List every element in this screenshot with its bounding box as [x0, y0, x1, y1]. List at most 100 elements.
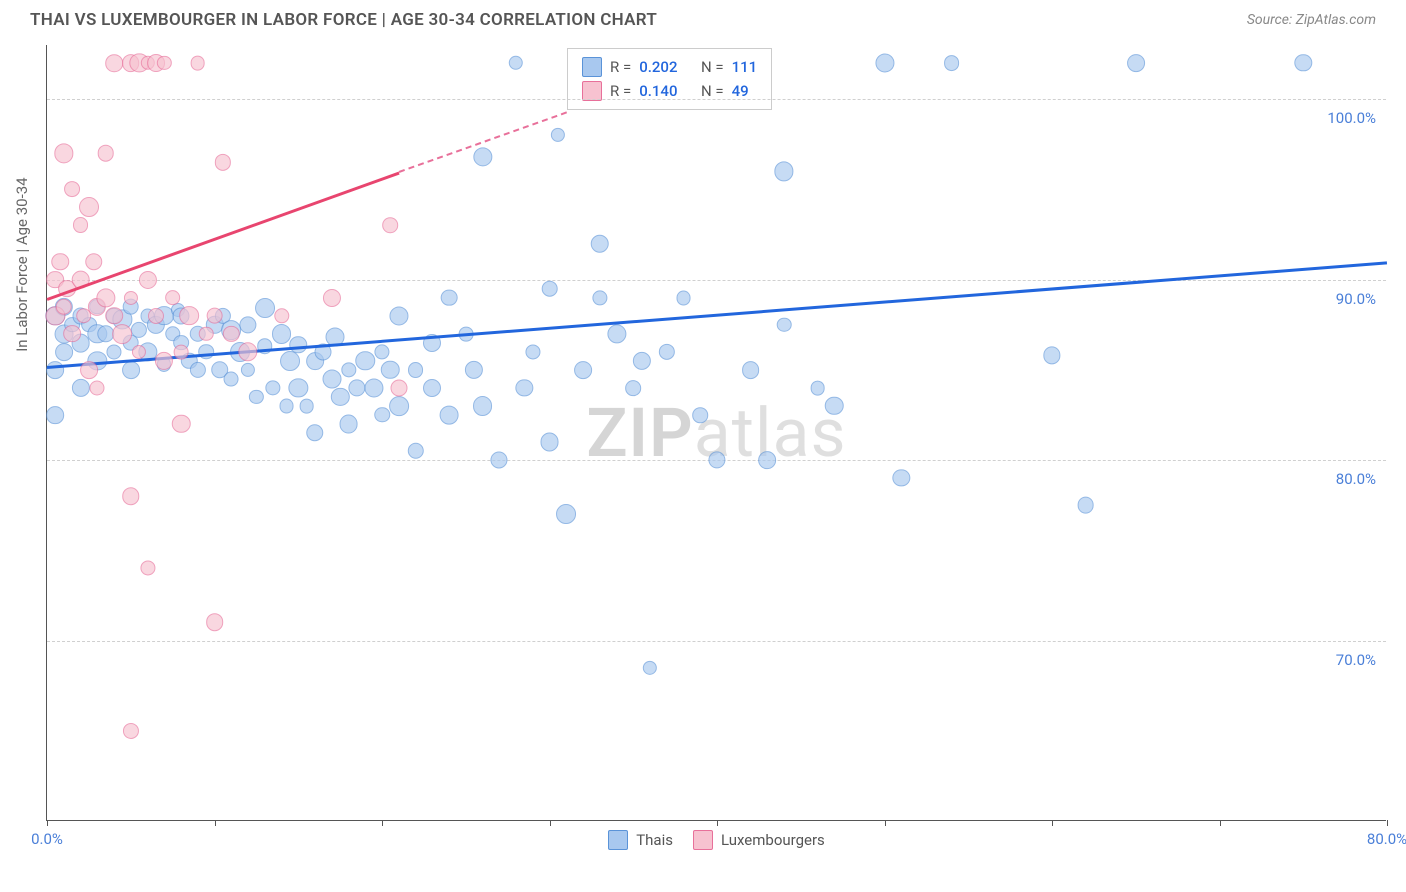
data-point — [289, 378, 308, 397]
data-point — [215, 154, 231, 170]
chart-header: THAI VS LUXEMBOURGER IN LABOR FORCE | AG… — [0, 0, 1406, 36]
data-point — [509, 56, 523, 70]
n-label: N = — [701, 58, 724, 76]
data-point — [777, 317, 792, 332]
data-point — [106, 344, 121, 359]
data-point — [374, 407, 390, 423]
data-point — [516, 379, 533, 396]
data-point — [341, 362, 356, 377]
data-point — [893, 469, 910, 486]
data-point — [491, 452, 508, 469]
gridline — [47, 99, 1386, 100]
legend-swatch — [608, 830, 628, 850]
gridline — [47, 641, 1386, 642]
xtick-label: 0.0% — [31, 830, 63, 848]
data-point — [389, 396, 409, 416]
r-value: 0.140 — [639, 82, 677, 100]
data-point — [322, 369, 341, 388]
xtick — [1052, 820, 1053, 826]
data-point — [289, 336, 307, 354]
xtick — [47, 820, 48, 826]
data-point — [46, 361, 64, 379]
xtick — [1387, 820, 1388, 826]
ytick-label: 70.0% — [1336, 651, 1376, 669]
xtick — [550, 820, 551, 826]
legend-stat-row: R = 0.202 N = 111 — [582, 55, 757, 79]
data-point — [105, 54, 123, 72]
r-label: R = — [610, 82, 631, 100]
xtick-label: 80.0% — [1367, 830, 1406, 848]
data-point — [758, 451, 776, 469]
data-point — [473, 396, 493, 416]
data-point — [64, 181, 80, 197]
data-point — [299, 399, 314, 414]
data-point — [381, 361, 400, 380]
chart-plot-area: ZIPatlas R = 0.202 N = 111R = 0.140 N = … — [46, 45, 1386, 821]
data-point — [556, 504, 576, 524]
data-point — [407, 443, 423, 459]
xtick — [717, 820, 718, 826]
data-point — [80, 361, 98, 379]
data-point — [692, 407, 708, 423]
legend-item: Luxembourgers — [693, 830, 825, 850]
data-point — [52, 253, 69, 270]
data-point — [138, 271, 156, 289]
data-point — [105, 307, 123, 325]
data-point — [339, 415, 358, 434]
data-point — [408, 362, 424, 378]
data-point — [249, 390, 263, 404]
data-point — [1127, 54, 1145, 72]
data-point — [97, 145, 114, 162]
xtick — [885, 820, 886, 826]
data-point — [157, 56, 171, 70]
data-point — [224, 371, 239, 386]
data-point — [331, 388, 349, 406]
data-point — [423, 379, 441, 397]
data-point — [875, 53, 894, 72]
data-point — [174, 344, 189, 359]
data-point — [592, 290, 607, 305]
legend-label: Luxembourgers — [721, 831, 825, 849]
data-point — [73, 217, 89, 233]
data-point — [265, 380, 280, 395]
data-point — [198, 344, 214, 360]
data-point — [131, 322, 147, 338]
data-point — [708, 451, 725, 468]
data-point — [465, 361, 483, 379]
data-point — [79, 197, 99, 217]
data-point — [323, 289, 341, 307]
data-point — [551, 128, 565, 142]
n-value: 111 — [732, 58, 758, 76]
data-point — [676, 290, 691, 305]
data-point — [364, 378, 383, 397]
data-point — [280, 351, 300, 371]
r-label: R = — [610, 58, 631, 76]
legend-item: Thais — [608, 830, 673, 850]
ytick-label: 100.0% — [1327, 109, 1376, 127]
data-point — [390, 379, 407, 396]
legend-swatch — [693, 830, 713, 850]
data-point — [71, 379, 89, 397]
data-point — [473, 147, 492, 166]
data-point — [1295, 54, 1312, 71]
data-point — [47, 406, 65, 424]
data-point — [206, 614, 224, 632]
data-point — [306, 424, 323, 441]
data-point — [825, 397, 844, 416]
data-point — [54, 144, 73, 163]
data-point — [1043, 347, 1060, 364]
data-point — [441, 289, 458, 306]
data-point — [199, 326, 214, 341]
data-point — [574, 361, 592, 379]
data-point — [383, 218, 399, 234]
legend-swatch — [582, 57, 602, 77]
data-point — [540, 433, 559, 452]
data-point — [643, 660, 657, 674]
data-point — [632, 352, 650, 370]
data-point — [223, 326, 239, 342]
data-point — [272, 324, 292, 344]
data-point — [55, 298, 72, 315]
xtick — [215, 820, 216, 826]
data-point — [607, 324, 626, 343]
data-point — [625, 380, 641, 396]
